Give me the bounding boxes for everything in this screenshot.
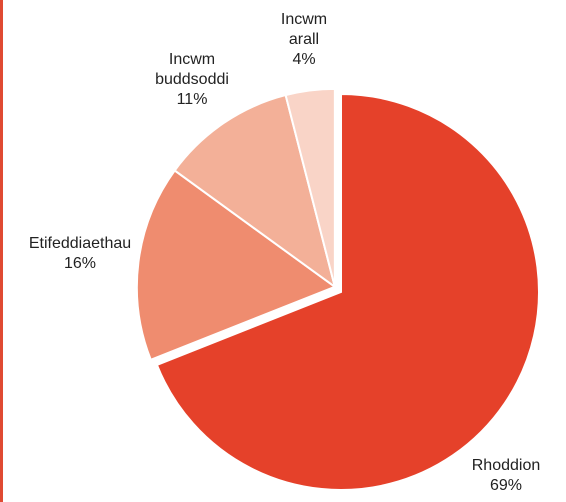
slice-label-incwm-buddsoddi: Incwm buddsoddi 11% <box>155 51 229 108</box>
chart-frame-left-border <box>0 0 3 502</box>
pie-slice-incwm-buddsoddi <box>173 93 337 290</box>
slice-label-line: Incwm <box>281 11 327 28</box>
pie-slice-incwm-arall <box>284 87 336 288</box>
slice-percentage: 69% <box>490 477 522 494</box>
slice-label-line: Incwm <box>169 51 215 68</box>
pie-slices <box>135 87 540 491</box>
pie-slice-rhoddion <box>155 92 540 491</box>
slice-percentage: 4% <box>292 51 315 68</box>
slice-label-line: arall <box>289 31 319 48</box>
pie-labels: Rhoddion 69% Etifeddiaethau 16% Incwm buddsod… <box>29 11 540 494</box>
slice-label-etifeddiaethau: Etifeddiaethau 16% <box>29 235 131 272</box>
slice-percentage: 11% <box>177 91 208 108</box>
slice-label-line: Rhoddion <box>472 457 541 474</box>
slice-label-line: buddsoddi <box>155 71 229 88</box>
slice-label-rhoddion: Rhoddion 69% <box>472 457 541 494</box>
slice-label-incwm-arall: Incwm arall 4% <box>281 11 327 68</box>
slice-label-line: Etifeddiaethau <box>29 235 131 252</box>
slice-percentage: 16% <box>64 255 96 272</box>
pie-slice-etifeddiaethau <box>135 169 337 362</box>
